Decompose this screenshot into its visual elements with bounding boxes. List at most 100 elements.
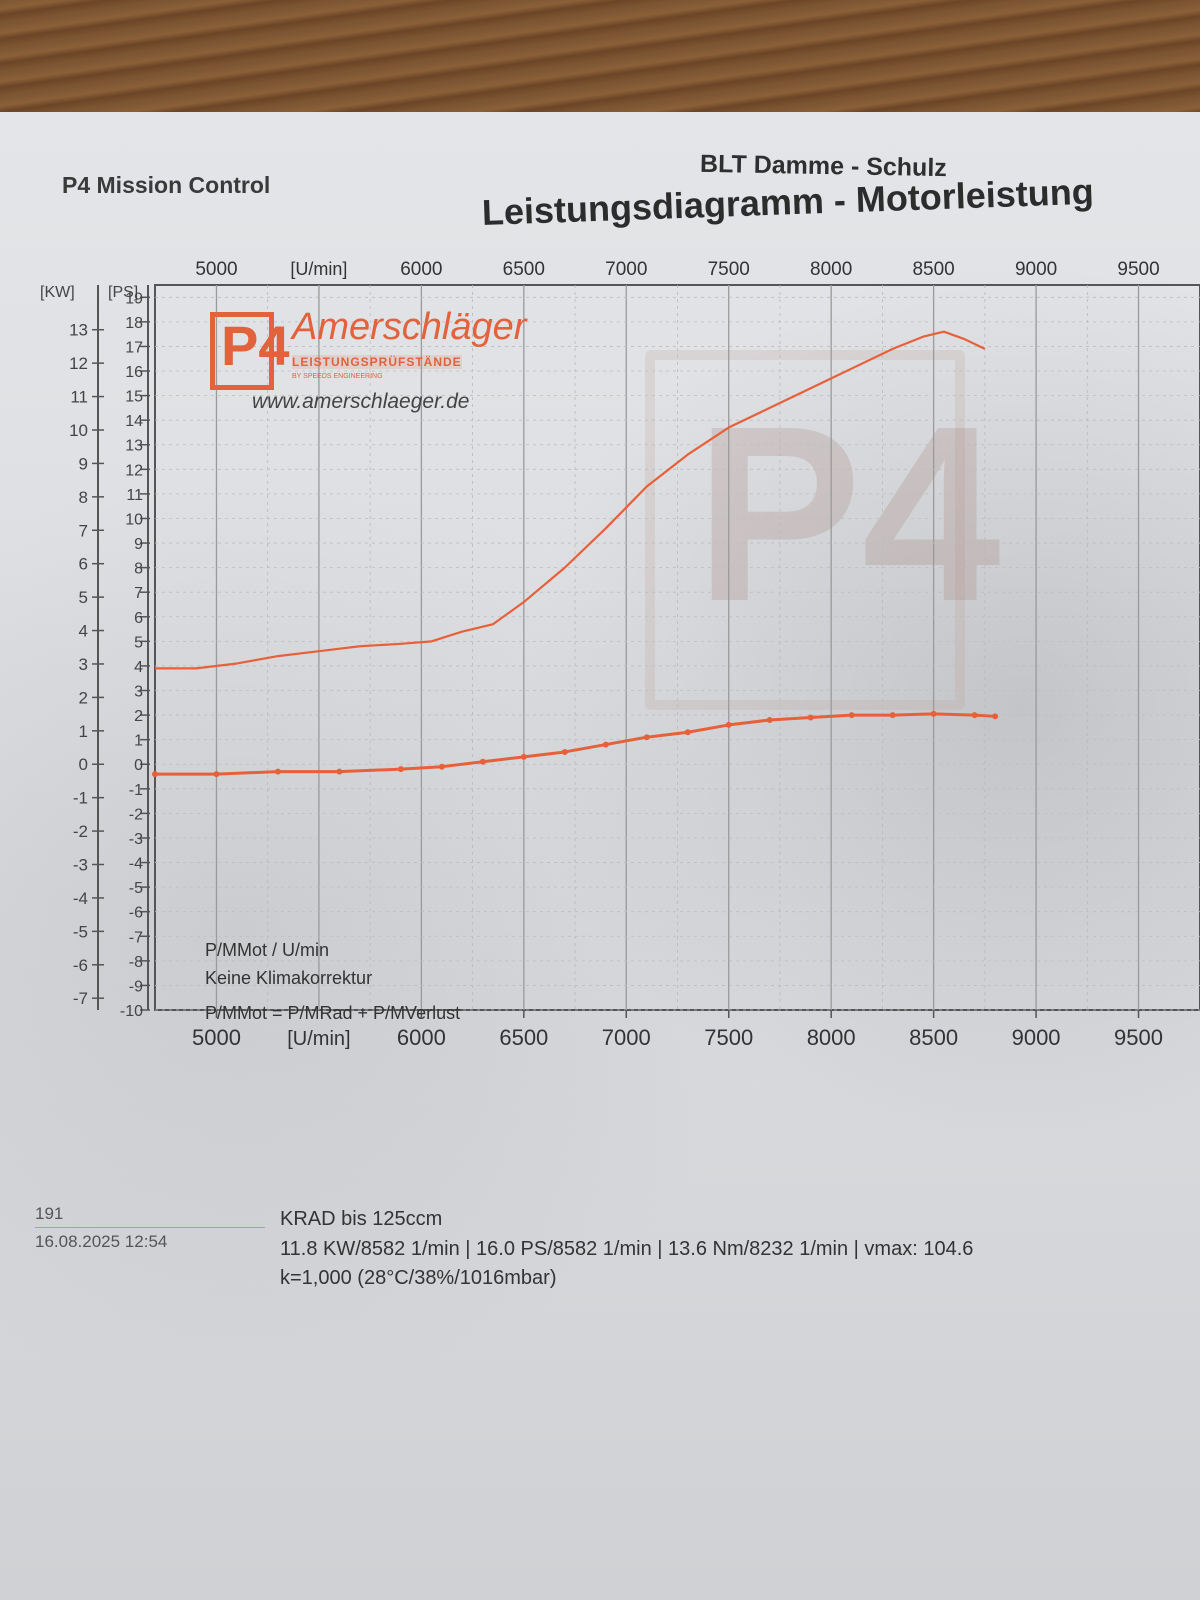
test-datetime: 16.08.2025 12:54 [35, 1232, 168, 1251]
series-2-point [602, 741, 609, 748]
series-line-2 [155, 712, 996, 776]
kw-axis-label: [KW] [40, 284, 75, 301]
ps-tick-label: 14 [125, 413, 143, 430]
top-x-unit-label: [U/min] [290, 259, 347, 279]
footer-divider [35, 1227, 265, 1228]
series-2-point [438, 763, 445, 770]
top-x-tick-label: 6000 [400, 259, 442, 280]
ps-tick-label: -9 [129, 978, 143, 995]
series-2-point [397, 766, 404, 773]
series-2-point [725, 721, 732, 728]
ps-tick-label: -5 [129, 880, 143, 897]
x-unit-label: [U/min] [287, 1028, 350, 1050]
ps-tick-label: 7 [134, 585, 143, 602]
ps-tick-label: 10 [125, 511, 143, 528]
kw-tick-label: 11 [70, 388, 88, 407]
ps-tick-label: 15 [125, 389, 143, 406]
ps-tick-label: 6 [134, 610, 143, 627]
series-2-point [520, 753, 527, 760]
top-x-tick-label: 7000 [605, 259, 647, 280]
kw-tick-label: 13 [69, 321, 88, 340]
correction-factor: k=1,000 (28°C/38%/1016mbar) [280, 1267, 557, 1289]
top-x-tick-label: 5000 [195, 259, 237, 280]
kw-tick-label: -7 [73, 989, 88, 1008]
series-2-point [684, 729, 691, 736]
top-x-tick-label: 8000 [810, 259, 852, 280]
note-formula: P/MMot = P/MRad + P/MVerlust [205, 1003, 461, 1023]
series-2-point [992, 713, 999, 720]
series-2-point [848, 712, 855, 719]
logo-subtag: BY SPEEDS ENGINEERING [292, 373, 383, 380]
kw-tick-label: 10 [69, 421, 88, 440]
kw-tick-label: 1 [79, 722, 88, 741]
ps-tick-label: -6 [129, 905, 143, 922]
chart-axes: 191817161514131211109876543210-1-2-3-4-5… [40, 259, 1163, 1050]
top-x-tick-label: 9000 [1015, 259, 1057, 280]
result-summary: 11.8 KW/8582 1/min | 16.0 PS/8582 1/min … [280, 1238, 974, 1260]
series-2-point [643, 734, 650, 741]
ps-tick-label: 12 [125, 462, 143, 479]
series-2-point [930, 710, 937, 717]
series-2-point [971, 712, 978, 719]
test-id: 191 [35, 1204, 64, 1223]
x-tick-label: 9000 [1012, 1025, 1061, 1050]
ps-axis-label: [PS] [108, 284, 138, 301]
ps-tick-label: 13 [125, 438, 143, 455]
ps-tick-label: 1 [134, 733, 143, 750]
series-line-1 [155, 330, 986, 670]
kw-tick-label: 8 [79, 488, 88, 507]
x-tick-label: 6500 [499, 1025, 548, 1050]
kw-tick-label: 7 [79, 521, 88, 540]
series-2-point [807, 714, 814, 721]
x-tick-label: 7500 [704, 1025, 753, 1050]
kw-tick-label: -1 [73, 789, 88, 808]
kw-tick-label: 6 [79, 555, 88, 574]
kw-tick-label: -4 [73, 889, 88, 908]
logo-url: www.amerschlaeger.de [252, 390, 470, 413]
ps-tick-label: -10 [120, 1003, 143, 1020]
ps-tick-label: -7 [129, 929, 143, 946]
kw-tick-label: 12 [69, 354, 88, 373]
ps-tick-label: -3 [129, 831, 143, 848]
ps-tick-label: 4 [134, 659, 143, 676]
x-tick-label: 6000 [397, 1025, 446, 1050]
logo-mark: P4 [221, 314, 290, 377]
kw-tick-label: 5 [79, 588, 88, 607]
series-2-point [336, 768, 343, 775]
logo-tagline: LEISTUNGSPRÜFSTÄNDE [292, 355, 462, 369]
x-tick-label: 8000 [807, 1025, 856, 1050]
x-tick-label: 5000 [192, 1025, 241, 1050]
chart-grid [154, 284, 1200, 1011]
kw-tick-label: -6 [73, 956, 88, 975]
ps-tick-label: 2 [134, 708, 143, 725]
ps-tick-label: -1 [129, 782, 143, 799]
ps-tick-label: 9 [134, 536, 143, 553]
top-x-tick-label: 7500 [708, 259, 750, 280]
x-tick-label: 9500 [1114, 1025, 1163, 1050]
brand-label: P4 Mission Control [62, 172, 271, 198]
amerschlaeger-logo-icon: P4 [210, 312, 290, 390]
top-x-tick-label: 8500 [912, 259, 954, 280]
x-tick-label: 8500 [909, 1025, 958, 1050]
top-x-tick-label: 6500 [503, 259, 545, 280]
kw-tick-label: 0 [79, 755, 88, 774]
ps-tick-label: -2 [129, 806, 143, 823]
x-tick-label: 7000 [602, 1025, 651, 1050]
vehicle-class: KRAD bis 125ccm [280, 1208, 443, 1230]
ps-tick-label: 16 [125, 364, 143, 381]
kw-tick-label: -5 [73, 922, 88, 941]
ps-tick-label: 8 [134, 561, 143, 578]
ps-tick-label: 5 [134, 634, 143, 651]
series-2-point [213, 771, 220, 778]
series-2-point [479, 758, 486, 765]
series-2-point [152, 771, 158, 778]
ps-tick-label: -8 [129, 954, 143, 971]
chart-series [152, 330, 999, 778]
ps-tick-label: 3 [134, 684, 143, 701]
ps-tick-label: 18 [125, 315, 143, 332]
note-axis: P/MMot / U/min [205, 940, 330, 960]
logo-name: Amerschläger [292, 306, 527, 348]
series-2-point [274, 768, 281, 775]
ps-tick-label: 11 [126, 487, 143, 504]
